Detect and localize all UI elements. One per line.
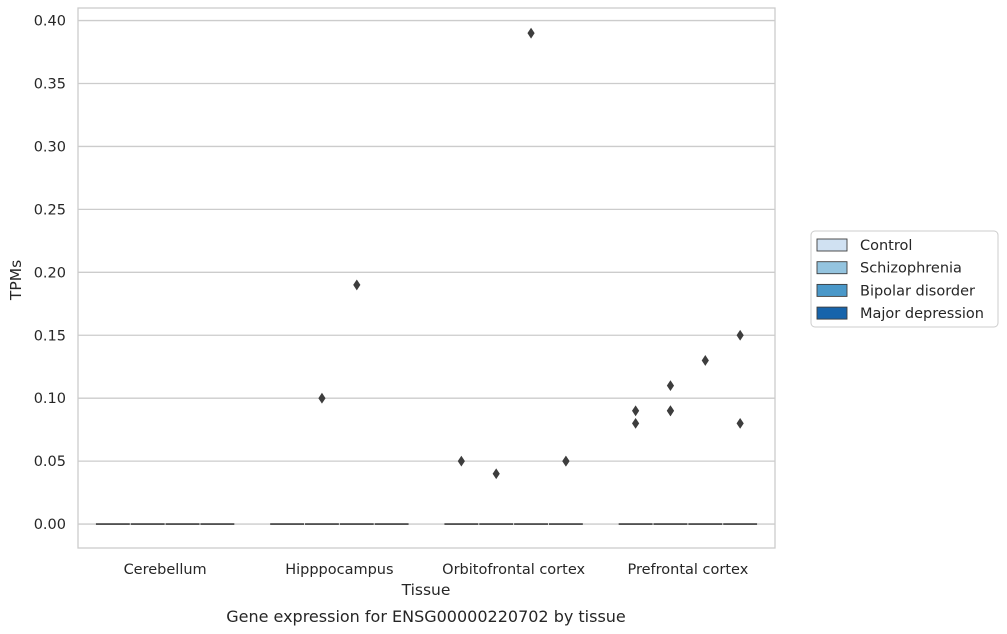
outlier-point	[632, 417, 640, 429]
legend: Control Schizophrenia Bipolar disorder Majo…	[810, 230, 999, 328]
y-tick-label: 0.15	[34, 328, 66, 344]
x-tick-label: Hipppocampus	[285, 562, 393, 578]
legend-frame	[810, 230, 999, 328]
outlier-points	[318, 27, 744, 480]
outlier-point	[666, 405, 675, 417]
y-tick-label: 0.20	[34, 265, 66, 281]
outlier-point	[318, 392, 326, 404]
x-axis-label: Tissue	[401, 581, 451, 599]
y-tick-label: 0.10	[34, 391, 66, 407]
y-tick-labels: 0.00 0.05 0.10 0.15 0.20 0.25 0.30 0.35 0.40	[34, 14, 66, 533]
x-tick-labels: Cerebellum Hipppocampus Orbitofrontal cort…	[124, 562, 749, 578]
plot-area-frame	[77, 7, 776, 549]
x-tick-label: Prefrontal cortex	[627, 562, 748, 578]
legend-label: Control	[860, 238, 912, 254]
figure-caption: Gene expression for ENSG00000220702 by t…	[226, 607, 626, 626]
y-tick-label: 0.05	[34, 454, 66, 470]
legend-swatch	[816, 238, 848, 252]
y-tick-label: 0.25	[34, 202, 66, 218]
outlier-point	[666, 380, 675, 392]
y-tick-label: 0.00	[34, 517, 66, 533]
outlier-point	[457, 455, 465, 467]
y-gridlines	[78, 19, 775, 525]
outlier-point	[353, 279, 361, 291]
y-tick-label: 0.40	[34, 14, 66, 30]
legend-swatch	[816, 283, 848, 297]
y-tick-label: 0.35	[34, 77, 66, 93]
legend-label: Schizophrenia	[860, 261, 962, 277]
outlier-point	[736, 417, 744, 429]
outlier-point	[701, 355, 709, 366]
y-tick-label: 0.30	[34, 139, 66, 155]
outlier-point	[562, 455, 570, 467]
outlier-point	[632, 405, 640, 417]
outlier-point	[527, 27, 535, 39]
outlier-point	[492, 468, 500, 480]
x-tick-label: Cerebellum	[124, 562, 207, 578]
outlier-point	[736, 329, 744, 341]
y-axis-label: TPMs	[7, 260, 25, 301]
legend-label: Bipolar disorder	[860, 283, 975, 299]
legend-swatch	[816, 306, 848, 320]
x-tick-label: Orbitofrontal cortex	[442, 562, 585, 578]
legend-swatch	[816, 261, 848, 275]
legend-label: Major depression	[860, 306, 984, 322]
